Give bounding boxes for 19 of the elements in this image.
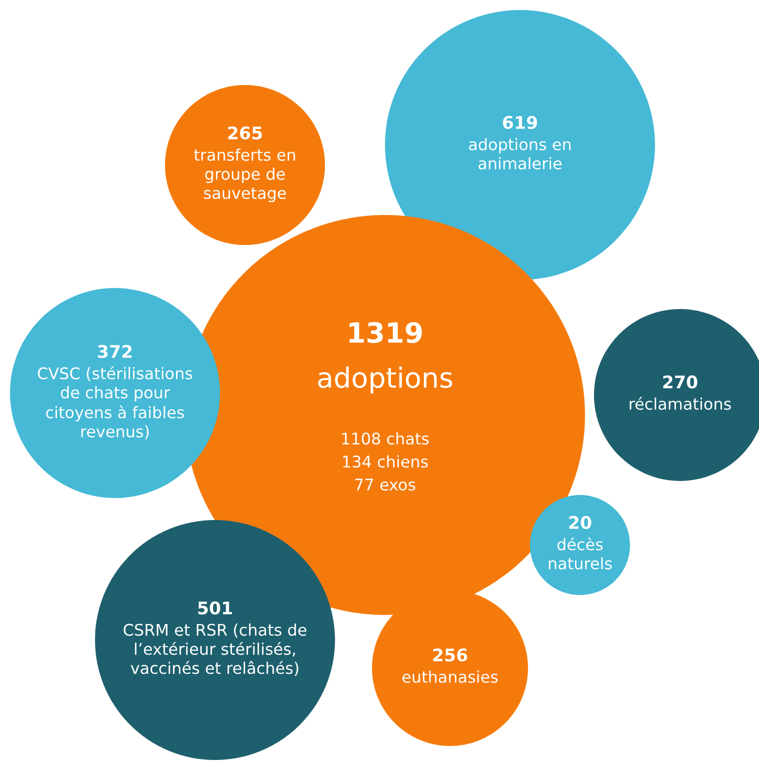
- data-label: 20: [569, 516, 592, 530]
- data-label: 1319: [349, 322, 422, 344]
- category-label: CSRM et RSR (chats de l’extérieur stérilisés, vaccinés et relâchés): [124, 624, 306, 676]
- category-label: décès naturels: [548, 537, 612, 570]
- text: 1108 chats: [342, 432, 429, 445]
- category-label: adoptions: [318, 366, 452, 394]
- data-label: 256: [433, 648, 468, 662]
- category-label: euthanasies: [402, 670, 498, 683]
- category-label: réclamations: [630, 396, 731, 410]
- category-label: adoptions en animalerie: [469, 138, 571, 170]
- data-label: 372: [98, 344, 132, 358]
- text: 77 exos: [355, 478, 416, 491]
- data-label: 501: [198, 601, 232, 615]
- data-label: 270: [663, 375, 698, 389]
- data-label: 265: [228, 126, 262, 140]
- category-label: transferts en groupe de sauvetage: [194, 148, 295, 202]
- text: 134 chiens: [343, 455, 428, 468]
- data-label: 619: [502, 116, 538, 130]
- category-label: CVSC (stérilisations de chats pour citoyens à faibles revenus): [38, 366, 192, 440]
